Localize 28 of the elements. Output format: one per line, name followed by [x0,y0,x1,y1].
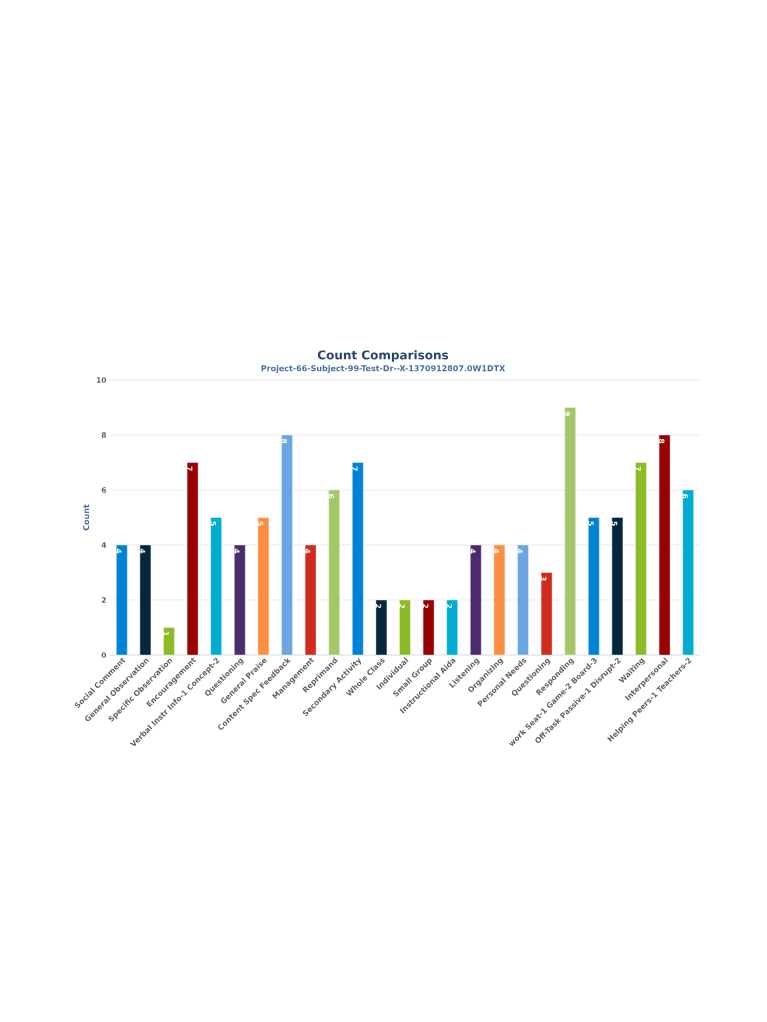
bar [375,599,388,656]
chart-subtitle: Project-66-Subject-99-Test-Dr--X-1370912807.0W1DTX [261,365,506,373]
bar [281,434,293,656]
bar [564,407,576,656]
bar [163,627,175,656]
bar [470,544,482,656]
bar [422,599,435,656]
bar [304,544,317,656]
bar [399,599,411,656]
bar [116,544,128,656]
chart-title: Count Comparisons [317,350,449,362]
bar [635,462,647,656]
bar [186,462,199,656]
bar [540,572,553,656]
bar [446,599,458,656]
bar [352,462,364,656]
bar [588,517,600,656]
bar [328,489,340,656]
bar [210,517,222,656]
bar [611,517,624,656]
bar [139,544,152,656]
bar [234,544,246,656]
bar [493,544,506,656]
bar [257,517,270,656]
y-axis-title: Count [83,504,90,531]
bar [682,489,694,656]
bar [658,434,671,656]
bar [517,544,529,656]
